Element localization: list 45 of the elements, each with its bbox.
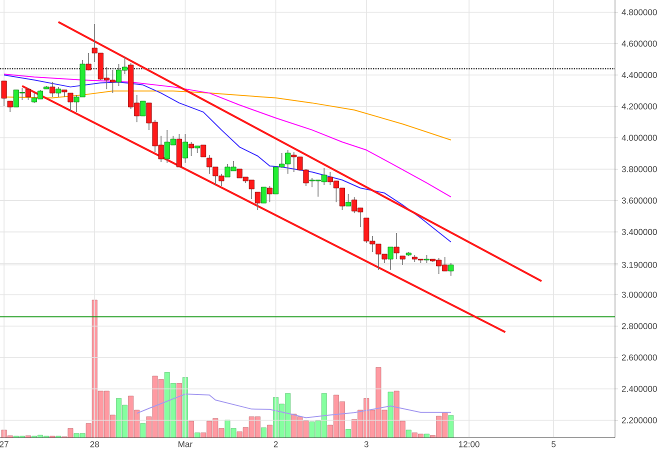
- candlestick: [140, 100, 146, 116]
- y-tick-label: 3.400000: [622, 228, 657, 235]
- line-series: [4, 74, 452, 198]
- candlestick: [394, 232, 400, 260]
- y-tick-label: 2.600000: [622, 354, 657, 361]
- candlestick: [200, 144, 206, 158]
- candlestick: [254, 192, 260, 210]
- y-tick-label: 4.400000: [622, 72, 657, 78]
- candlestick: [388, 246, 394, 270]
- y-tick-label: 2.400000: [622, 386, 657, 392]
- x-tick-label: 3: [364, 441, 368, 448]
- bar: [140, 423, 146, 438]
- candlestick: [86, 52, 92, 71]
- candlestick: [260, 186, 267, 204]
- candlestick: [50, 82, 56, 98]
- candlestick: [266, 186, 273, 203]
- y-tick-label: 3.800000: [622, 166, 657, 172]
- x-tick-label: 27: [0, 441, 8, 448]
- y-tick-label: 2.200000: [622, 417, 657, 424]
- candlestick: [345, 194, 352, 206]
- candlestick: [68, 92, 74, 112]
- candlestick: [25, 88, 31, 100]
- bar: [424, 434, 430, 438]
- bar: [176, 383, 182, 438]
- y-tick-label: 4.200000: [622, 103, 657, 110]
- candlestick: [7, 100, 13, 112]
- candlestick: [448, 262, 454, 276]
- y-tick-label: 3.190000: [622, 262, 657, 268]
- x-tick-label: 12:00: [458, 441, 480, 448]
- bar: [448, 415, 454, 438]
- x-tick-label: 5: [552, 441, 556, 448]
- x-tick-label: Mar: [178, 441, 192, 448]
- bar: [25, 435, 31, 438]
- y-tick-label: 3.000000: [622, 292, 657, 298]
- candlestick: [1, 80, 7, 106]
- y-tick-label: 4.000000: [622, 134, 657, 141]
- candlestick: [182, 134, 188, 164]
- y-tick-label: 2.800000: [622, 323, 657, 330]
- x-tick-label: 2: [274, 441, 278, 448]
- y-tick-label: 4.800000: [622, 9, 657, 16]
- candlestick: [188, 142, 194, 156]
- y-tick-label: 3.600000: [622, 198, 657, 204]
- candlestick: [56, 86, 62, 98]
- y-tick-label: 4.600000: [622, 40, 657, 47]
- x-tick-label: 28: [90, 441, 100, 448]
